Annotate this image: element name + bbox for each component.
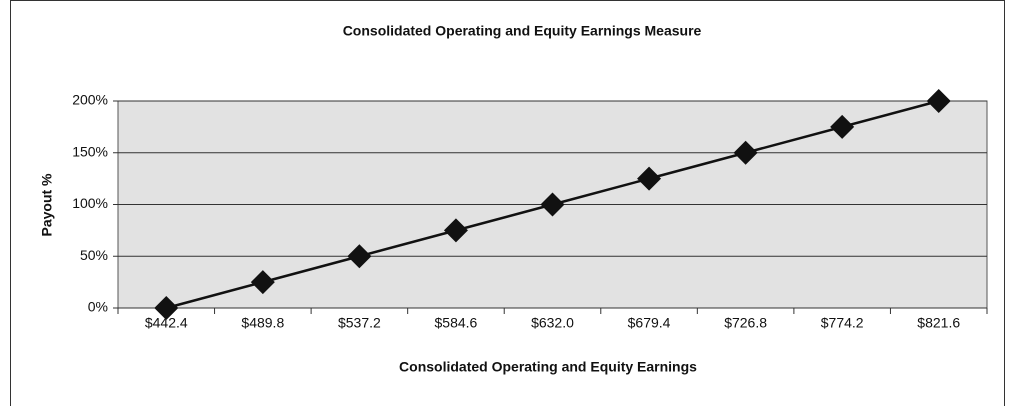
- x-axis-label: Consolidated Operating and Equity Earnin…: [399, 359, 697, 375]
- x-tick-label: $774.2: [821, 315, 864, 331]
- x-tick-label: $442.4: [145, 315, 188, 331]
- marker: [926, 89, 951, 113]
- x-tick-label: $726.8: [724, 315, 767, 331]
- marker: [637, 166, 662, 191]
- marker: [154, 296, 179, 320]
- chart-title: Consolidated Operating and Equity Earnin…: [343, 23, 702, 39]
- x-tick-label: $632.0: [531, 315, 574, 331]
- y-tick-label: 150%: [72, 143, 108, 159]
- y-axis-label: Payout %: [39, 173, 55, 237]
- marker: [733, 140, 758, 165]
- y-tick-label: 200%: [72, 92, 108, 108]
- x-tick-label: $584.6: [435, 315, 478, 331]
- marker: [443, 218, 468, 243]
- marker: [830, 114, 855, 139]
- marker: [347, 244, 372, 269]
- x-tick-label: $537.2: [338, 315, 381, 331]
- marker: [250, 270, 275, 295]
- x-tick-label: $489.8: [241, 315, 284, 331]
- y-tick-label: 50%: [80, 247, 108, 263]
- x-tick-label: $821.6: [917, 315, 960, 331]
- marker: [540, 192, 565, 217]
- y-tick-label: 0%: [88, 299, 108, 315]
- x-tick-label: $679.4: [628, 315, 671, 331]
- y-tick-label: 100%: [72, 195, 108, 211]
